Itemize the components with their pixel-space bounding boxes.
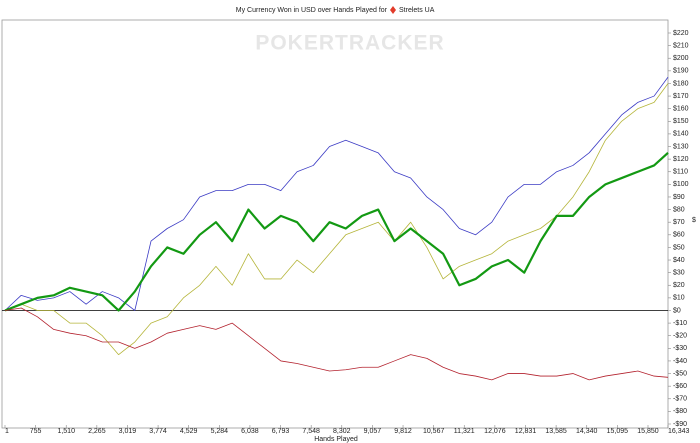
y-tick-label: -$10 [673, 320, 687, 327]
x-tick-label: 13,585 [545, 428, 567, 435]
player-icon [390, 6, 396, 14]
x-tick-label: 9,812 [394, 428, 412, 435]
x-tick-label: 6,038 [241, 428, 259, 435]
series-line [4, 76, 669, 311]
series-line [4, 152, 669, 312]
x-tick-label: 11,321 [454, 428, 475, 435]
chart-title: My Currency Won in USD over Hands Played… [236, 7, 388, 14]
y-tick-label: $90 [673, 194, 685, 201]
series-line [4, 83, 669, 356]
y-tick-label: -$40 [673, 358, 687, 365]
x-tick-label: 4,529 [180, 428, 198, 435]
y-tick-label: -$70 [673, 396, 687, 403]
y-tick-label: $170 [673, 93, 689, 100]
y-tick-label: $100 [673, 181, 689, 188]
y-tick-label: -$90 [673, 421, 687, 428]
x-tick-label: 12,076 [484, 428, 506, 435]
x-tick-label: 1 [5, 428, 9, 435]
x-tick-label: 5,284 [211, 428, 229, 435]
y-tick-label: $20 [673, 282, 685, 289]
y-tick-label: $220 [673, 30, 689, 37]
y-tick-label: $150 [673, 118, 689, 125]
y-tick-label: $140 [673, 131, 689, 138]
y-tick-label: $30 [673, 269, 685, 276]
y-tick-label: -$50 [673, 370, 687, 377]
y-tick-label: $50 [673, 244, 685, 251]
y-tick-label: $160 [673, 106, 689, 113]
y-tick-label: $120 [673, 156, 689, 163]
x-tick-label: 3,774 [149, 428, 167, 435]
y-tick-label: $190 [673, 68, 689, 75]
x-tick-label: 15,850 [637, 428, 659, 435]
x-tick-label: 16,343 [668, 428, 690, 435]
y-tick-label: $80 [673, 206, 685, 213]
y-tick-label: $10 [673, 295, 685, 302]
x-tick-label: 9,057 [364, 428, 382, 435]
y-tick-label: $200 [673, 55, 689, 62]
y-axis-label: $ [692, 217, 696, 224]
y-tick-label: $210 [673, 42, 689, 49]
watermark: POKERTRACKER [255, 32, 444, 55]
y-tick-label: $110 [673, 169, 688, 176]
y-tick-label: -$80 [673, 408, 687, 415]
y-tick-label: $70 [673, 219, 685, 226]
y-tick-label: $130 [673, 143, 689, 150]
x-tick-label: 3,019 [119, 428, 137, 435]
y-tick-label: $60 [673, 232, 685, 239]
player-name: Strelets UA [399, 7, 435, 14]
y-tick-label: -$30 [673, 345, 687, 352]
x-tick-label: 15,095 [607, 428, 629, 435]
y-tick-label: -$20 [673, 333, 687, 340]
x-tick-label: 6,793 [272, 428, 290, 435]
x-tick-label: 14,340 [576, 428, 598, 435]
x-axis-label: Hands Played [314, 436, 358, 443]
y-tick-label: -$60 [673, 383, 687, 390]
x-tick-label: 755 [30, 428, 42, 435]
x-tick-label: 12,831 [515, 428, 537, 435]
y-tick-label: $40 [673, 257, 685, 264]
plot-frame [1, 19, 669, 429]
y-tick-label: $0 [673, 307, 681, 314]
y-tick-label: $180 [673, 80, 689, 87]
x-tick-label: 7,548 [302, 428, 320, 435]
x-tick-label: 2,265 [88, 428, 106, 435]
x-tick-label: 8,302 [333, 428, 351, 435]
series-line [4, 307, 669, 381]
x-tick-label: 10,567 [423, 428, 445, 435]
x-tick-label: 1,510 [57, 428, 75, 435]
